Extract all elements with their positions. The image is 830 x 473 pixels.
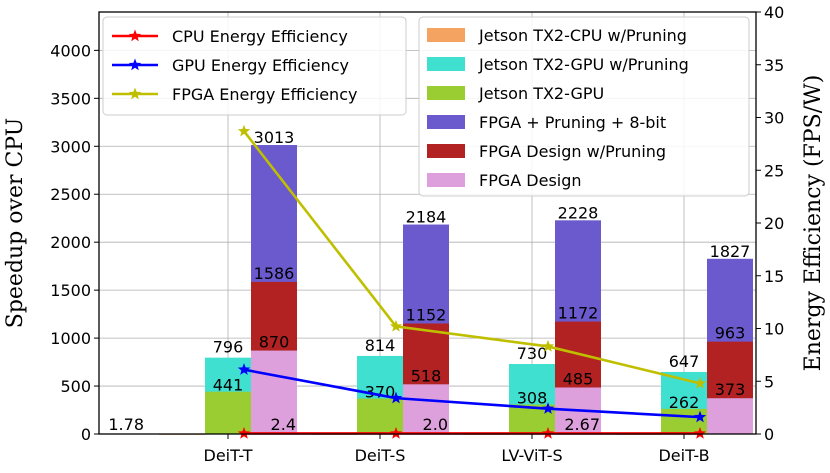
y-axis-label: Speedup over CPU	[3, 118, 28, 329]
y2-axis-label: Energy Efficiency (FPS/W)	[801, 75, 826, 372]
data-label: 963	[715, 324, 746, 343]
data-label: 2.67	[564, 415, 600, 434]
data-label: 870	[259, 333, 290, 352]
y2-axis-ticks: 0 5 10 15 20 25 30 35 40	[756, 3, 784, 444]
y-axis-ticks: 0 500 1000 1500 2000 2500 3000 3500 4000	[50, 41, 99, 444]
marker-gpu-energy-efficiency	[389, 391, 403, 404]
legend-swatch-fpga-design-w-pruning	[427, 144, 465, 158]
legend-label: Jetson TX2-GPU w/Pruning	[478, 55, 689, 74]
data-label: 308	[517, 388, 548, 407]
bar-jetson-tx2-gpu	[357, 398, 403, 434]
x-tick-label: DeiT-T	[204, 446, 253, 465]
y-tick-label: 1000	[50, 329, 91, 348]
y2-tick-label: 10	[764, 320, 784, 339]
data-label: 730	[517, 344, 548, 363]
marker-cpu-energy-efficiency	[389, 427, 403, 439]
x-tick-label: DeiT-B	[658, 446, 709, 465]
marker-gpu-energy-efficiency	[237, 363, 251, 375]
data-label: 1.78	[108, 415, 144, 434]
legend-bars-box	[418, 16, 750, 197]
legend-swatch-jetson-tx2-gpu-w-pruning	[427, 57, 465, 71]
data-label: 262	[669, 393, 700, 412]
data-label: 441	[213, 376, 244, 395]
data-label: 2.0	[423, 415, 448, 434]
line-gpu-energy-efficiency	[243, 368, 701, 419]
legend-label: FPGA + Pruning + 8-bit	[479, 113, 666, 132]
y2-tick-label: 25	[764, 161, 784, 180]
legend-swatch-jetson-tx2-cpu-w-pruning	[427, 28, 465, 42]
legend-label: FPGA Energy Efficiency	[172, 85, 357, 104]
legend-label: FPGA Design	[479, 171, 582, 190]
y-tick-label: 2000	[50, 233, 91, 252]
data-label: 373	[715, 380, 746, 399]
data-label: 518	[411, 366, 442, 385]
y-tick-label: 500	[60, 377, 91, 396]
y2-tick-label: 20	[764, 214, 784, 233]
data-label: 2228	[558, 203, 599, 222]
line-fpga-energy-efficiency	[242, 130, 701, 385]
marker-cpu-energy-efficiency	[237, 427, 251, 439]
marker-cpu-energy-efficiency	[541, 427, 555, 439]
y2-tick-label: 40	[764, 3, 784, 22]
y-tick-label: 3000	[50, 137, 91, 156]
legend-marker-fpga-energy-efficiency	[128, 87, 142, 100]
data-label: 796	[213, 338, 244, 357]
legend-lines-box	[102, 16, 407, 116]
data-label: 1152	[406, 306, 447, 325]
y-tick-label: 1500	[50, 281, 91, 300]
data-label: 1586	[254, 264, 295, 283]
marker-fpga-energy-efficiency	[389, 319, 403, 332]
data-label: 647	[669, 352, 700, 371]
y2-tick-label: 30	[764, 109, 784, 128]
bar-jetson-tx2-gpu	[205, 391, 251, 434]
legend-label: Jetson TX2-GPU	[478, 84, 604, 103]
legend-swatch-fpga-design	[427, 173, 465, 187]
data-label: 1172	[558, 304, 599, 323]
data-label: 2184	[406, 208, 447, 227]
x-axis-ticks: DeiT-T DeiT-S LV-ViT-S DeiT-B	[204, 434, 710, 465]
y2-tick-label: 35	[764, 56, 784, 75]
marker-cpu-energy-efficiency	[693, 427, 707, 439]
x-tick-label: LV-ViT-S	[501, 446, 562, 465]
data-label: 3013	[254, 128, 295, 147]
x-tick-label: DeiT-S	[355, 446, 406, 465]
legend-lines: CPU Energy Efficiency GPU Energy Efficien…	[102, 16, 407, 116]
bar-fpga-design	[707, 398, 753, 434]
y2-tick-label: 5	[764, 372, 774, 391]
y2-tick-label: 0	[764, 425, 774, 444]
y-tick-label: 2500	[50, 185, 91, 204]
legend-label: Jetson TX2-CPU w/Pruning	[478, 26, 687, 45]
bar-fpga-design	[251, 350, 297, 434]
data-label: 1827	[710, 242, 751, 261]
marker-fpga-energy-efficiency	[541, 339, 555, 352]
data-label: 814	[365, 336, 396, 355]
legend-label: CPU Energy Efficiency	[172, 27, 348, 46]
bar-fpga-design	[403, 384, 449, 434]
y2-tick-label: 15	[764, 267, 784, 286]
marker-gpu-energy-efficiency	[541, 402, 555, 414]
data-label: 2.4	[271, 415, 296, 434]
legend-swatch-fpga-pruning-8-bit	[427, 115, 465, 129]
legend-swatch-jetson-tx2-gpu	[427, 86, 465, 100]
marker-gpu-energy-efficiency	[693, 410, 707, 423]
legend-label: FPGA Design w/Pruning	[479, 142, 666, 161]
data-labels: 1.78796441301315868702.48143702184115251…	[108, 128, 750, 434]
y-tick-label: 3500	[50, 89, 91, 108]
marker-fpga-energy-efficiency	[693, 376, 707, 389]
legend-bars: Jetson TX2-CPU w/Pruning Jetson TX2-GPU w…	[418, 16, 750, 197]
data-label: 485	[563, 369, 594, 388]
marker-fpga-energy-efficiency	[237, 124, 251, 137]
legend-marker-cpu-energy-efficiency	[128, 29, 142, 42]
y-tick-label: 0	[81, 425, 91, 444]
legend-marker-gpu-energy-efficiency	[128, 58, 142, 71]
legend-label: GPU Energy Efficiency	[172, 56, 349, 75]
bars	[159, 145, 753, 435]
y-tick-label: 4000	[50, 41, 91, 60]
